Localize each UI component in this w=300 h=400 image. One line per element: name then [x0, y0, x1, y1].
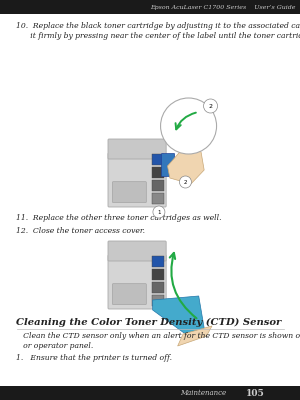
FancyBboxPatch shape — [161, 154, 175, 176]
FancyBboxPatch shape — [112, 182, 146, 202]
Text: Epson AcuLaser C1700 Series    User’s Guide: Epson AcuLaser C1700 Series User’s Guide — [151, 4, 296, 10]
Text: Cleaning the Color Toner Density (CTD) Sensor: Cleaning the Color Toner Density (CTD) S… — [16, 318, 282, 327]
Bar — [152, 180, 164, 191]
Polygon shape — [153, 296, 204, 338]
Circle shape — [160, 98, 217, 154]
Text: 1: 1 — [157, 210, 161, 214]
Text: it firmly by pressing near the center of the label until the toner cartridge cli: it firmly by pressing near the center of… — [16, 32, 300, 40]
Bar — [152, 269, 164, 280]
FancyBboxPatch shape — [108, 241, 166, 261]
Bar — [0, 0, 300, 14]
Bar — [152, 167, 164, 178]
Circle shape — [204, 99, 218, 113]
Text: 11.  Replace the other three toner cartridges as well.: 11. Replace the other three toner cartri… — [16, 214, 222, 222]
Text: Maintenance: Maintenance — [180, 389, 226, 397]
Bar — [152, 193, 164, 204]
Text: or operator panel.: or operator panel. — [16, 342, 94, 350]
Text: 1.   Ensure that the printer is turned off.: 1. Ensure that the printer is turned off… — [16, 354, 172, 362]
Text: Clean the CTD sensor only when an alert for the CTD sensor is shown on the Statu: Clean the CTD sensor only when an alert … — [16, 332, 300, 340]
Bar — [152, 295, 164, 306]
Bar — [0, 386, 300, 400]
Text: 2: 2 — [208, 104, 213, 108]
Polygon shape — [178, 326, 212, 346]
Text: 105: 105 — [246, 388, 265, 398]
Circle shape — [179, 176, 191, 188]
Polygon shape — [167, 142, 204, 184]
FancyBboxPatch shape — [108, 153, 166, 207]
FancyBboxPatch shape — [112, 284, 146, 304]
FancyBboxPatch shape — [108, 139, 166, 159]
Circle shape — [153, 206, 165, 218]
FancyBboxPatch shape — [108, 255, 166, 309]
Bar — [152, 256, 164, 267]
Text: 2: 2 — [184, 180, 187, 184]
Text: 12.  Close the toner access cover.: 12. Close the toner access cover. — [16, 227, 146, 235]
Text: 10.  Replace the black toner cartridge by adjusting it to the associated cartrid: 10. Replace the black toner cartridge by… — [16, 22, 300, 30]
Bar — [152, 154, 164, 165]
Bar — [152, 282, 164, 293]
